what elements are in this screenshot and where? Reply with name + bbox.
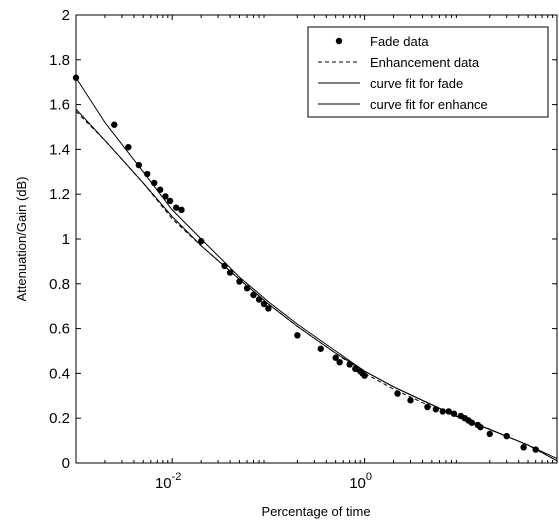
legend-label-enhancement-data: Enhancement data bbox=[370, 55, 480, 70]
fade-data-point bbox=[166, 197, 174, 205]
fade-data-point bbox=[260, 300, 268, 308]
legend-box bbox=[307, 26, 549, 118]
fade-data-point bbox=[424, 403, 431, 411]
fade-data-point bbox=[111, 121, 118, 128]
y-tick-label: 0.6 bbox=[49, 321, 70, 338]
legend-label-curve-fit-for-enhance: curve fit for enhance bbox=[370, 97, 488, 112]
fade-data-point bbox=[265, 305, 272, 312]
y-tick-label: 1 bbox=[62, 231, 70, 248]
y-tick-label: 1.2 bbox=[49, 186, 70, 203]
fade-data-point bbox=[156, 186, 164, 193]
fade-data-point bbox=[197, 238, 205, 245]
y-tick-label: 2 bbox=[62, 7, 70, 24]
fade-data-point bbox=[125, 143, 132, 151]
legend-label-fade-data: Fade data bbox=[370, 34, 429, 49]
y-axis-label: Attenuation/Gain (dB) bbox=[14, 176, 29, 301]
y-tick-label: 0.8 bbox=[49, 276, 70, 293]
legend: Fade data Enhancement data curve fit for f… bbox=[307, 26, 549, 118]
fade-data-point bbox=[361, 372, 368, 379]
y-tick-label: 1.8 bbox=[49, 52, 70, 69]
fade-data-point bbox=[226, 269, 234, 276]
fade-data-point bbox=[236, 278, 243, 285]
x-tick-label: 100 bbox=[349, 471, 372, 492]
fade-data-point bbox=[255, 296, 263, 303]
y-tick-label: 0.2 bbox=[49, 410, 70, 427]
fade-data-point bbox=[250, 291, 257, 299]
legend-label-curve-fit-for-fade: curve fit for fade bbox=[370, 76, 463, 91]
y-tick-label: 1.4 bbox=[49, 141, 70, 158]
fade-data-point bbox=[294, 332, 301, 339]
curve-fit-for-enhance-line bbox=[75, 108, 558, 462]
fade-data-point bbox=[336, 359, 343, 366]
y-tick-label: 1.6 bbox=[49, 97, 70, 114]
fade-data-point bbox=[178, 206, 185, 214]
fade-data-point bbox=[317, 345, 324, 352]
fade-data-point bbox=[407, 397, 414, 404]
y-tick-label: 0.4 bbox=[49, 365, 70, 382]
fade-data-point bbox=[520, 444, 527, 451]
y-tick-label: 0 bbox=[62, 455, 70, 472]
legend-swatch-fade-data bbox=[335, 37, 343, 45]
fade-data-point bbox=[172, 204, 180, 211]
plot-marks bbox=[72, 74, 558, 462]
x-tick-label: 10-2 bbox=[155, 471, 181, 492]
x-axis-label: Percentage of time bbox=[261, 504, 370, 519]
axes: 0 0.2 0.4 0.6 0.8 1 1.2 1.4 1.6 1.8 2 10-2 100 bbox=[49, 7, 557, 492]
fade-data-point bbox=[332, 354, 339, 361]
fade-data-point bbox=[486, 430, 493, 438]
fade-data-point bbox=[352, 365, 359, 373]
